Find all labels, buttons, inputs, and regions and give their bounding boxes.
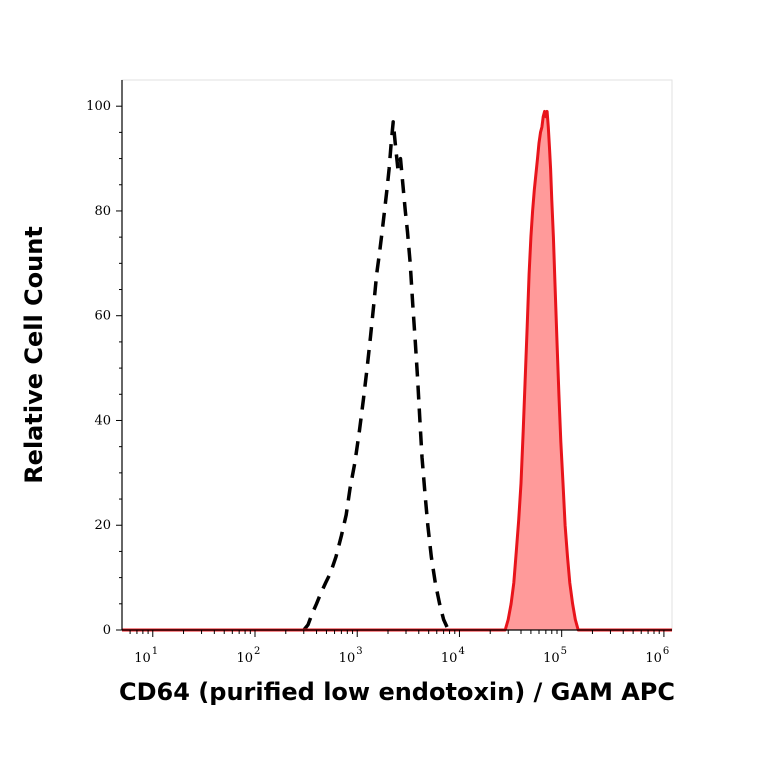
series-2-fill	[122, 111, 672, 630]
y-tick-label: 80	[94, 204, 111, 219]
x-tick-exponent: 1	[152, 646, 158, 657]
y-tick-label: 60	[94, 309, 111, 324]
x-tick-label: 10	[339, 651, 356, 666]
y-tick-label: 20	[94, 518, 111, 533]
y-tick-label: 100	[86, 99, 111, 114]
x-tick-exponent: 5	[561, 646, 567, 657]
x-axis-title: CD64 (purified low endotoxin) / GAM APC	[119, 678, 675, 706]
x-tick-exponent: 2	[254, 646, 260, 657]
series-1-line	[302, 120, 450, 632]
series-layer	[122, 109, 672, 632]
y-tick-label: 0	[103, 623, 111, 638]
x-tick-label: 10	[236, 651, 253, 666]
x-tick-label: 10	[645, 651, 662, 666]
y-axis-title: Relative Cell Count	[20, 226, 48, 484]
x-tick-exponent: 6	[663, 646, 669, 657]
x-tick-exponent: 3	[356, 646, 362, 657]
x-tick-label: 10	[134, 651, 151, 666]
y-tick-label: 40	[94, 413, 111, 428]
series-2-line	[122, 109, 672, 632]
x-tick-exponent: 4	[458, 646, 464, 657]
x-tick-label: 10	[543, 651, 560, 666]
x-tick-label: 10	[441, 651, 458, 666]
